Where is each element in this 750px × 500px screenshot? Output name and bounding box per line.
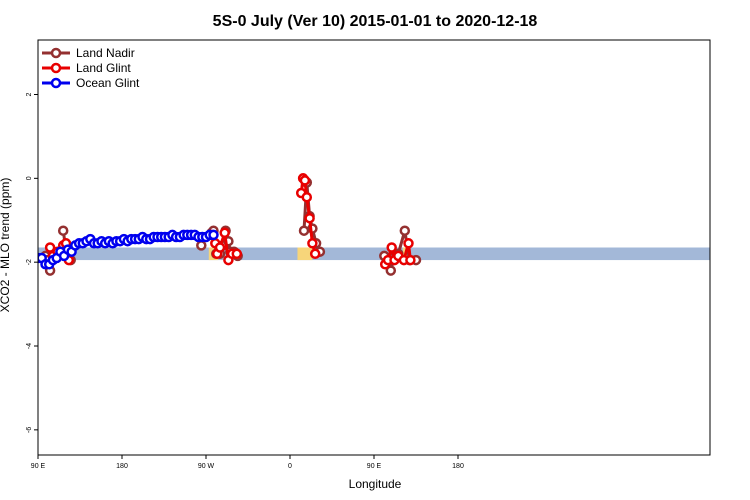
data-point-land-glint [219,227,230,239]
data-point-land-glint [386,242,397,253]
x-tick-label: 180 [116,463,128,470]
y-tick-label: -2 [26,259,33,265]
data-point-land-nadir [57,225,69,236]
data-point-land-glint [304,212,315,224]
data-point-land-glint [307,238,318,249]
plot-content [38,173,710,276]
x-tick-label: 180 [452,463,464,470]
data-point-land-nadir [196,240,207,251]
legend-label-land-nadir: Land Nadir [76,46,135,60]
y-tick-label: 0 [26,176,33,180]
legend-marker-ocean-glint [50,77,62,89]
legend-marker-land-glint [50,62,62,74]
x-tick-label: 90 E [367,463,382,470]
data-point-land-nadir [385,265,397,276]
chart-title: 5S-0 July (Ver 10) 2015-01-01 to 2020-12… [213,13,538,30]
data-point-land-glint [309,248,321,260]
legend-label-land-glint: Land Glint [76,61,131,75]
data-point-land-glint [299,175,311,186]
x-axis-label: Longitude [349,477,402,491]
x-tick-label: 90 W [198,463,215,470]
data-point-land-glint [301,191,313,203]
y-tick-label: -4 [26,343,33,349]
x-tick-label: 0 [288,463,292,470]
y-tick-label: 2 [26,92,33,96]
legend-label-ocean-glint: Ocean Glint [76,76,140,90]
data-point-ocean-glint [208,229,219,241]
data-point-land-glint [214,242,226,253]
band [38,247,710,261]
legend-marker-land-nadir [50,47,62,59]
y-axis-label: XCO2 - MLO trend (ppm) [0,178,12,313]
data-point-land-glint [405,254,416,266]
data-point-land-nadir [399,225,411,236]
plot-area: 90 E 180 90 W 0 90 E 180 2 0 -2 -4 -6 [26,39,711,470]
y-tick-label: -6 [26,427,33,433]
data-point-land-glint [231,248,243,260]
x-tick-label: 90 E [31,463,46,470]
band-highlight [297,247,313,261]
data-point-land-glint [403,238,414,249]
data-point-land-nadir [298,225,310,236]
